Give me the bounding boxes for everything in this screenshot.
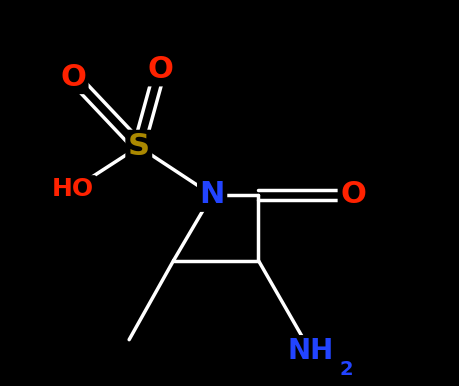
Text: O: O xyxy=(340,180,366,210)
Text: O: O xyxy=(147,55,173,84)
Text: S: S xyxy=(128,132,150,161)
Text: 2: 2 xyxy=(340,360,353,379)
Text: O: O xyxy=(60,63,86,92)
Text: HO: HO xyxy=(52,177,94,201)
Text: N: N xyxy=(200,180,225,210)
Text: NH: NH xyxy=(287,337,334,365)
